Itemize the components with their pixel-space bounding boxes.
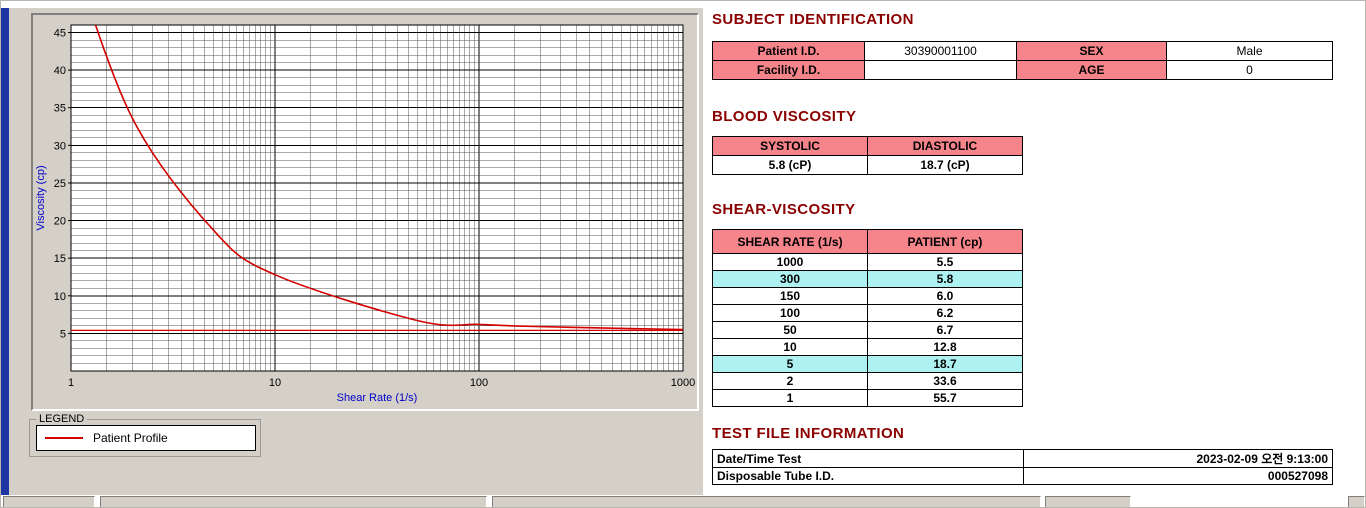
shear-rate-value: 1 — [712, 389, 868, 407]
table-row: 50 6.7 — [712, 321, 1023, 339]
row-label: Date/Time Test — [712, 449, 1024, 468]
chart-panel: 5 10 15 20 25 30 35 40 45 1 10 100 1000 Shear Rate (1… — [31, 13, 699, 411]
svg-text:10: 10 — [269, 377, 281, 389]
table-row: 1000 5.5 — [712, 253, 1023, 271]
status-segment — [492, 496, 1041, 507]
legend-box: LEGEND Patient Profile — [29, 413, 261, 457]
shear-viscosity-chart: 5 10 15 20 25 30 35 40 45 1 10 100 1000 Shear Rate (1… — [35, 24, 695, 404]
svg-text:25: 25 — [54, 178, 66, 190]
subject-identification-title: SUBJECT IDENTIFICATION — [712, 11, 914, 28]
svg-text:30: 30 — [54, 140, 66, 152]
svg-text:5: 5 — [60, 328, 66, 340]
table-header-row: SHEAR RATE (1/s) PATIENT (cp) — [712, 229, 1023, 254]
viscosity-value: 18.7 (cP) — [867, 155, 1023, 175]
row-label: Disposable Tube I.D. — [712, 467, 1024, 485]
shear-rate-value: 100 — [712, 304, 868, 322]
patient-viscosity-value: 33.6 — [867, 372, 1023, 390]
table-row: 300 5.8 — [712, 270, 1023, 288]
blood-viscosity-title: BLOOD VISCOSITY — [712, 108, 857, 125]
svg-text:20: 20 — [54, 216, 66, 228]
test-file-table: Date/Time Test 2023-02-09 오전 9:13:00 Dispo… — [712, 449, 1333, 485]
axis-tick-labels: 5 10 15 20 25 30 35 40 45 1 10 100 1000 — [54, 28, 695, 389]
patient-viscosity-value: 55.7 — [867, 389, 1023, 407]
status-segment — [100, 496, 487, 507]
status-segment — [1348, 496, 1365, 507]
patient-viscosity-value: 6.2 — [867, 304, 1023, 322]
y-axis-title: Viscosity (cp) — [35, 165, 47, 230]
shear-rate-value: 50 — [712, 321, 868, 339]
row-value: 000527098 — [1023, 467, 1333, 485]
top-strip — [1, 1, 1365, 8]
table-row: 10 12.8 — [712, 338, 1023, 356]
table-row: 2 33.6 — [712, 372, 1023, 390]
info-column: SUBJECT IDENTIFICATION Patient I.D. 30390… — [712, 11, 1333, 485]
table-row: 100 6.2 — [712, 304, 1023, 322]
svg-text:1: 1 — [68, 377, 74, 389]
table-row: Date/Time Test 2023-02-09 오전 9:13:00 — [712, 449, 1333, 468]
table-row: 5.8 (cP) 18.7 (cP) — [712, 155, 1023, 175]
row-value: Male — [1166, 41, 1333, 61]
svg-text:45: 45 — [54, 28, 66, 40]
svg-text:35: 35 — [54, 103, 66, 115]
patient-viscosity-value: 6.7 — [867, 321, 1023, 339]
patient-viscosity-value: 18.7 — [867, 355, 1023, 373]
chart-region: 5 10 15 20 25 30 35 40 45 1 10 100 1000 Shear Rate (1… — [9, 8, 703, 495]
table-row: Patient I.D. 30390001100 SEX Male — [712, 41, 1333, 61]
shear-rate-value: 10 — [712, 338, 868, 356]
x-axis-title: Shear Rate (1/s) — [337, 392, 418, 404]
status-bar — [1, 495, 1365, 507]
patient-viscosity-value: 12.8 — [867, 338, 1023, 356]
row-value — [864, 60, 1017, 80]
subject-table: Patient I.D. 30390001100 SEX Male Facility I… — [712, 41, 1333, 80]
row-value: 0 — [1166, 60, 1333, 80]
legend-item: Patient Profile — [36, 425, 256, 451]
patient-viscosity-value: 6.0 — [867, 287, 1023, 305]
row-label: AGE — [1016, 60, 1167, 80]
shear-rate-value: 1000 — [712, 253, 868, 271]
column-header: DIASTOLIC — [867, 136, 1023, 156]
svg-text:100: 100 — [470, 377, 488, 389]
table-row: Disposable Tube I.D. 000527098 — [712, 467, 1333, 485]
viscosity-value: 5.8 (cP) — [712, 155, 868, 175]
row-label: Facility I.D. — [712, 60, 865, 80]
column-header: PATIENT (cp) — [867, 229, 1023, 254]
status-segment — [1045, 496, 1131, 507]
shear-rate-value: 150 — [712, 287, 868, 305]
patient-viscosity-value: 5.8 — [867, 270, 1023, 288]
row-label: Patient I.D. — [712, 41, 865, 61]
info-region: SUBJECT IDENTIFICATION Patient I.D. 30390… — [703, 8, 1365, 495]
shear-viscosity-title: SHEAR-VISCOSITY — [712, 201, 856, 218]
svg-text:1000: 1000 — [671, 377, 695, 389]
patient-viscosity-value: 5.5 — [867, 253, 1023, 271]
svg-text:15: 15 — [54, 253, 66, 265]
shear-viscosity-table: SHEAR RATE (1/s) PATIENT (cp) 1000 5.5 300 5… — [712, 229, 1023, 407]
patient-profile-curve — [94, 25, 683, 331]
test-file-information-title: TEST FILE INFORMATION — [712, 425, 905, 442]
table-row: 1 55.7 — [712, 389, 1023, 407]
legend-item-label: Patient Profile — [93, 431, 168, 445]
column-header: SYSTOLIC — [712, 136, 868, 156]
legend-title: LEGEND — [39, 413, 85, 425]
shear-rate-value: 2 — [712, 372, 868, 390]
column-header: SHEAR RATE (1/s) — [712, 229, 868, 254]
left-accent-bar — [1, 8, 9, 495]
table-row: 150 6.0 — [712, 287, 1023, 305]
svg-text:40: 40 — [54, 65, 66, 77]
blood-viscosity-table: SYSTOLIC DIASTOLIC 5.8 (cP) 18.7 (cP) — [712, 136, 1023, 175]
row-label: SEX — [1016, 41, 1167, 61]
row-value: 30390001100 — [864, 41, 1017, 61]
legend-line-sample — [45, 437, 83, 439]
grid — [70, 25, 684, 371]
table-header-row: SYSTOLIC DIASTOLIC — [712, 136, 1023, 156]
row-value: 2023-02-09 오전 9:13:00 — [1023, 449, 1333, 468]
shear-rate-value: 300 — [712, 270, 868, 288]
status-segment — [3, 496, 95, 507]
svg-text:10: 10 — [54, 291, 66, 303]
shear-rate-value: 5 — [712, 355, 868, 373]
table-row: 5 18.7 — [712, 355, 1023, 373]
table-row: Facility I.D. AGE 0 — [712, 60, 1333, 80]
